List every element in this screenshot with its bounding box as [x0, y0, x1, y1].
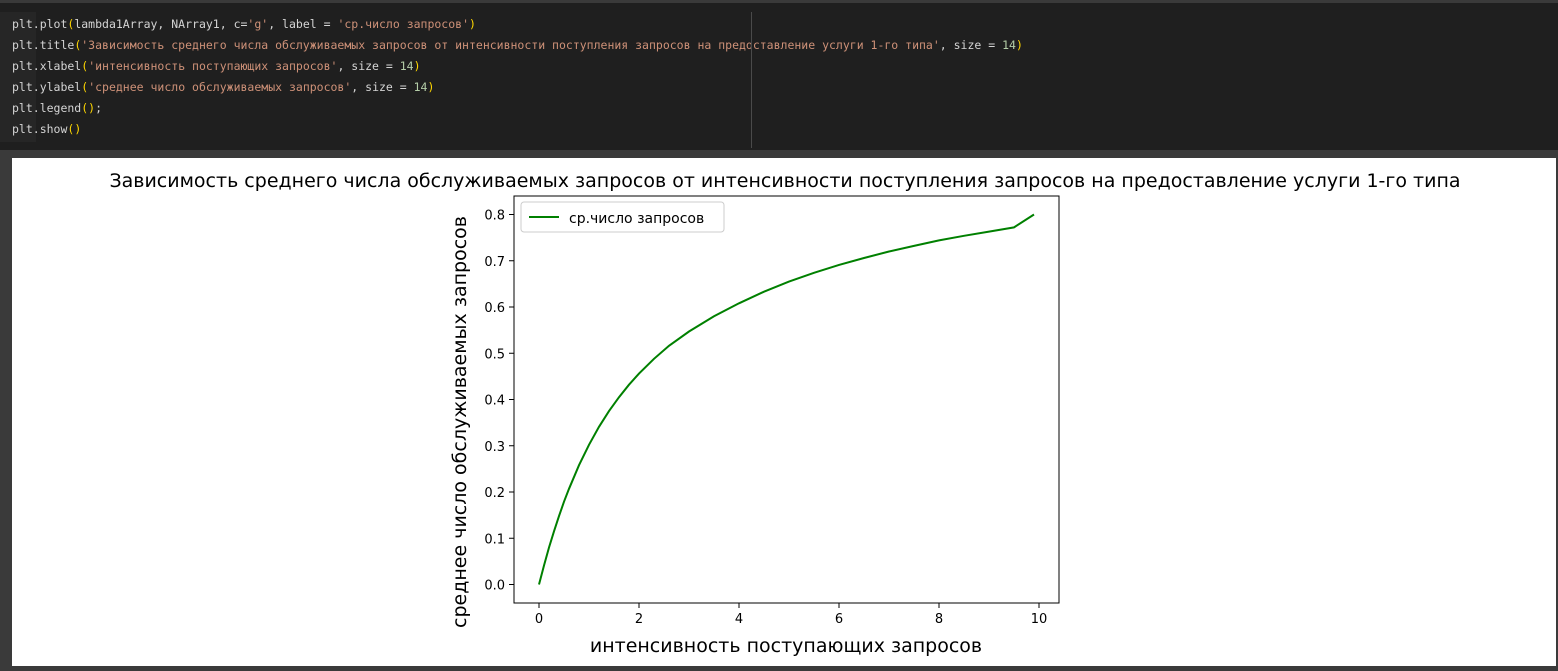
code-token: plt.title — [12, 38, 75, 52]
legend: ср.число запросов — [520, 201, 725, 233]
cell-top-border — [0, 0, 1558, 3]
legend-box — [520, 201, 725, 233]
code-token: ( — [67, 17, 75, 31]
y-tick-label: 0.7 — [484, 255, 505, 270]
code-line[interactable]: plt.plot(lambda1Array, NArray1, c='g', l… — [12, 14, 1023, 35]
y-tick-label: 0.2 — [484, 486, 505, 501]
window-edge — [1556, 150, 1558, 671]
code-token: ( — [81, 80, 89, 94]
x-axis-label: интенсивность поступающих запросов — [590, 635, 982, 657]
code-line[interactable]: plt.title('Зависимость среднего числа об… — [12, 35, 1023, 56]
y-tick-label: 0.1 — [484, 532, 505, 547]
y-tick-label: 0.0 — [484, 579, 505, 594]
plot-frame — [513, 195, 1060, 604]
code-token: 'Зависимость среднего числа обслуживаемы… — [81, 38, 940, 52]
code-token: lambda1Array, NArray1, c= — [74, 17, 248, 31]
code-token: 'интенсивность поступающих запросов' — [88, 59, 338, 73]
code-token: ( — [81, 59, 89, 73]
code-line[interactable]: plt.xlabel('интенсивность поступающих за… — [12, 56, 1023, 77]
chart-title: Зависимость среднего числа обслуживаемых… — [109, 170, 1460, 192]
code-token: ( — [74, 38, 82, 52]
code-token: ) — [413, 59, 421, 73]
y-tick-label: 0.8 — [484, 209, 505, 224]
code-token: 'g' — [247, 17, 269, 31]
x-tick-label: 2 — [635, 612, 643, 627]
code-token: ) — [427, 80, 435, 94]
code-token: 'ср.число запросов' — [337, 17, 470, 31]
code-line[interactable]: plt.ylabel('среднее число обслуживаемых … — [12, 77, 1023, 98]
chart: Зависимость среднего числа обслуживаемых… — [109, 170, 1460, 657]
code-token: plt.show — [12, 122, 68, 136]
code-token: , size = — [939, 38, 1003, 52]
x-tick-label: 10 — [1031, 612, 1048, 627]
code-token: ) — [1015, 38, 1023, 52]
code-token: plt.ylabel — [12, 80, 82, 94]
code-line[interactable]: plt.legend(); — [12, 98, 1023, 119]
code-token: 14 — [413, 80, 428, 94]
code-ruler — [751, 12, 752, 148]
x-tick-label: 8 — [935, 612, 943, 627]
code-token: 14 — [1002, 38, 1016, 52]
code-gutter — [0, 12, 36, 142]
code-line[interactable]: plt.show() — [12, 119, 1023, 140]
y-axis-label: среднее число обслуживаемых запросов — [449, 216, 471, 628]
y-tick-label: 0.4 — [484, 394, 505, 409]
cell-output: Зависимость среднего числа обслуживаемых… — [12, 158, 1558, 666]
y-tick-label: 0.6 — [484, 301, 505, 316]
code-cell[interactable]: plt.plot(lambda1Array, NArray1, c='g', l… — [0, 0, 1558, 150]
code-token: () — [67, 122, 82, 136]
x-tick-label: 0 — [535, 612, 543, 627]
code-token: , size = — [337, 59, 400, 73]
code-token: 'среднее число обслуживаемых запросов' — [88, 80, 352, 94]
code-lines[interactable]: plt.plot(lambda1Array, NArray1, c='g', l… — [12, 14, 1023, 140]
code-token: () — [81, 101, 96, 115]
code-token: plt.legend — [12, 101, 82, 115]
x-tick-label: 4 — [735, 612, 743, 627]
code-token: ; — [95, 101, 103, 115]
code-token: 14 — [399, 59, 414, 73]
code-token: , size = — [351, 80, 414, 94]
code-token: plt.xlabel — [12, 59, 82, 73]
y-tick-label: 0.3 — [484, 440, 505, 455]
code-token: plt.plot — [12, 17, 68, 31]
code-token: ) — [469, 17, 476, 31]
axis-ticks: 0 2 4 6 8 10 0.0 0.1 0.2 0.3 0.4 0.5 0.6 0.7 0.8 — [484, 209, 1047, 628]
series-line — [538, 213, 1035, 585]
legend-label: ср.число запросов — [569, 211, 704, 227]
y-tick-label: 0.5 — [484, 347, 505, 362]
x-tick-label: 6 — [835, 612, 843, 627]
code-token: , label = — [268, 17, 338, 31]
